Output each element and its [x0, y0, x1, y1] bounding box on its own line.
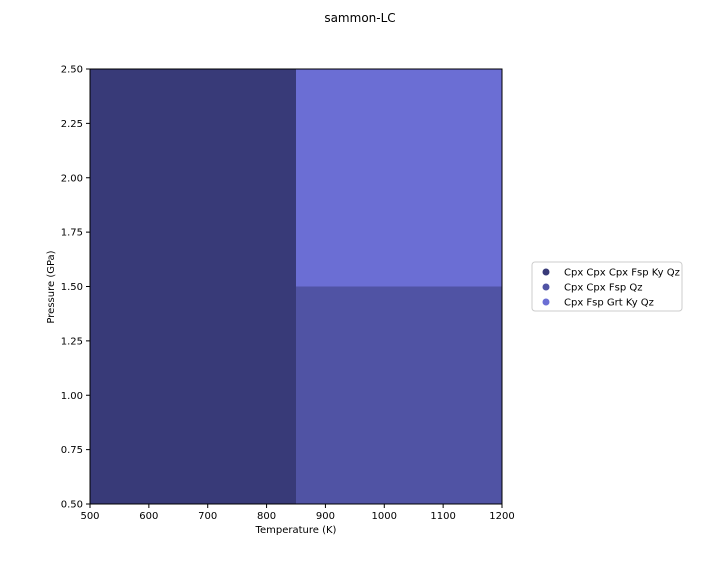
y-axis-label: Pressure (GPa): [46, 250, 57, 323]
phase-region: [296, 69, 502, 287]
x-tick-label: 1200: [489, 511, 514, 522]
y-tick-label: 2.50: [61, 65, 83, 76]
x-axis-ticks: 500 600 700 800 900 1000 1100 1200: [80, 504, 515, 522]
legend: Cpx Cpx Cpx Fsp Ky Qz Cpx Cpx Fsp Qz Cpx F…: [531, 261, 683, 312]
x-tick-label: 500: [80, 511, 99, 522]
x-axis-label: Temperature (K): [255, 525, 337, 536]
phase-regions: [90, 69, 502, 504]
legend-label: Cpx Cpx Cpx Fsp Ky Qz: [564, 268, 680, 279]
y-tick-label: 2.25: [61, 119, 83, 130]
x-tick-label: 1000: [372, 511, 397, 522]
y-tick-label: 0.75: [61, 445, 83, 456]
phase-region: [90, 69, 296, 504]
chart-title: sammon-LC: [324, 11, 395, 25]
legend-label: Cpx Cpx Fsp Qz: [564, 283, 642, 294]
x-tick-label: 600: [139, 511, 158, 522]
y-axis-ticks: 0.50 0.75 1.00 1.25 1.50 1.75 2.00 2.25 2.50: [61, 65, 90, 511]
x-tick-label: 900: [316, 511, 335, 522]
y-tick-label: 1.25: [61, 336, 83, 347]
legend-marker: [542, 298, 550, 306]
x-tick-label: 700: [198, 511, 217, 522]
y-tick-label: 1.75: [61, 228, 83, 239]
legend-marker: [542, 283, 550, 291]
x-tick-label: 1100: [430, 511, 455, 522]
legend-marker: [542, 268, 550, 276]
legend-label: Cpx Fsp Grt Ky Qz: [564, 298, 654, 309]
legend-frame: [531, 261, 683, 312]
y-tick-label: 1.00: [61, 391, 83, 402]
x-tick-label: 800: [257, 511, 276, 522]
phase-region: [296, 286, 502, 504]
y-tick-label: 0.50: [61, 500, 83, 511]
y-tick-label: 1.50: [61, 282, 83, 293]
y-tick-label: 2.00: [61, 173, 83, 184]
